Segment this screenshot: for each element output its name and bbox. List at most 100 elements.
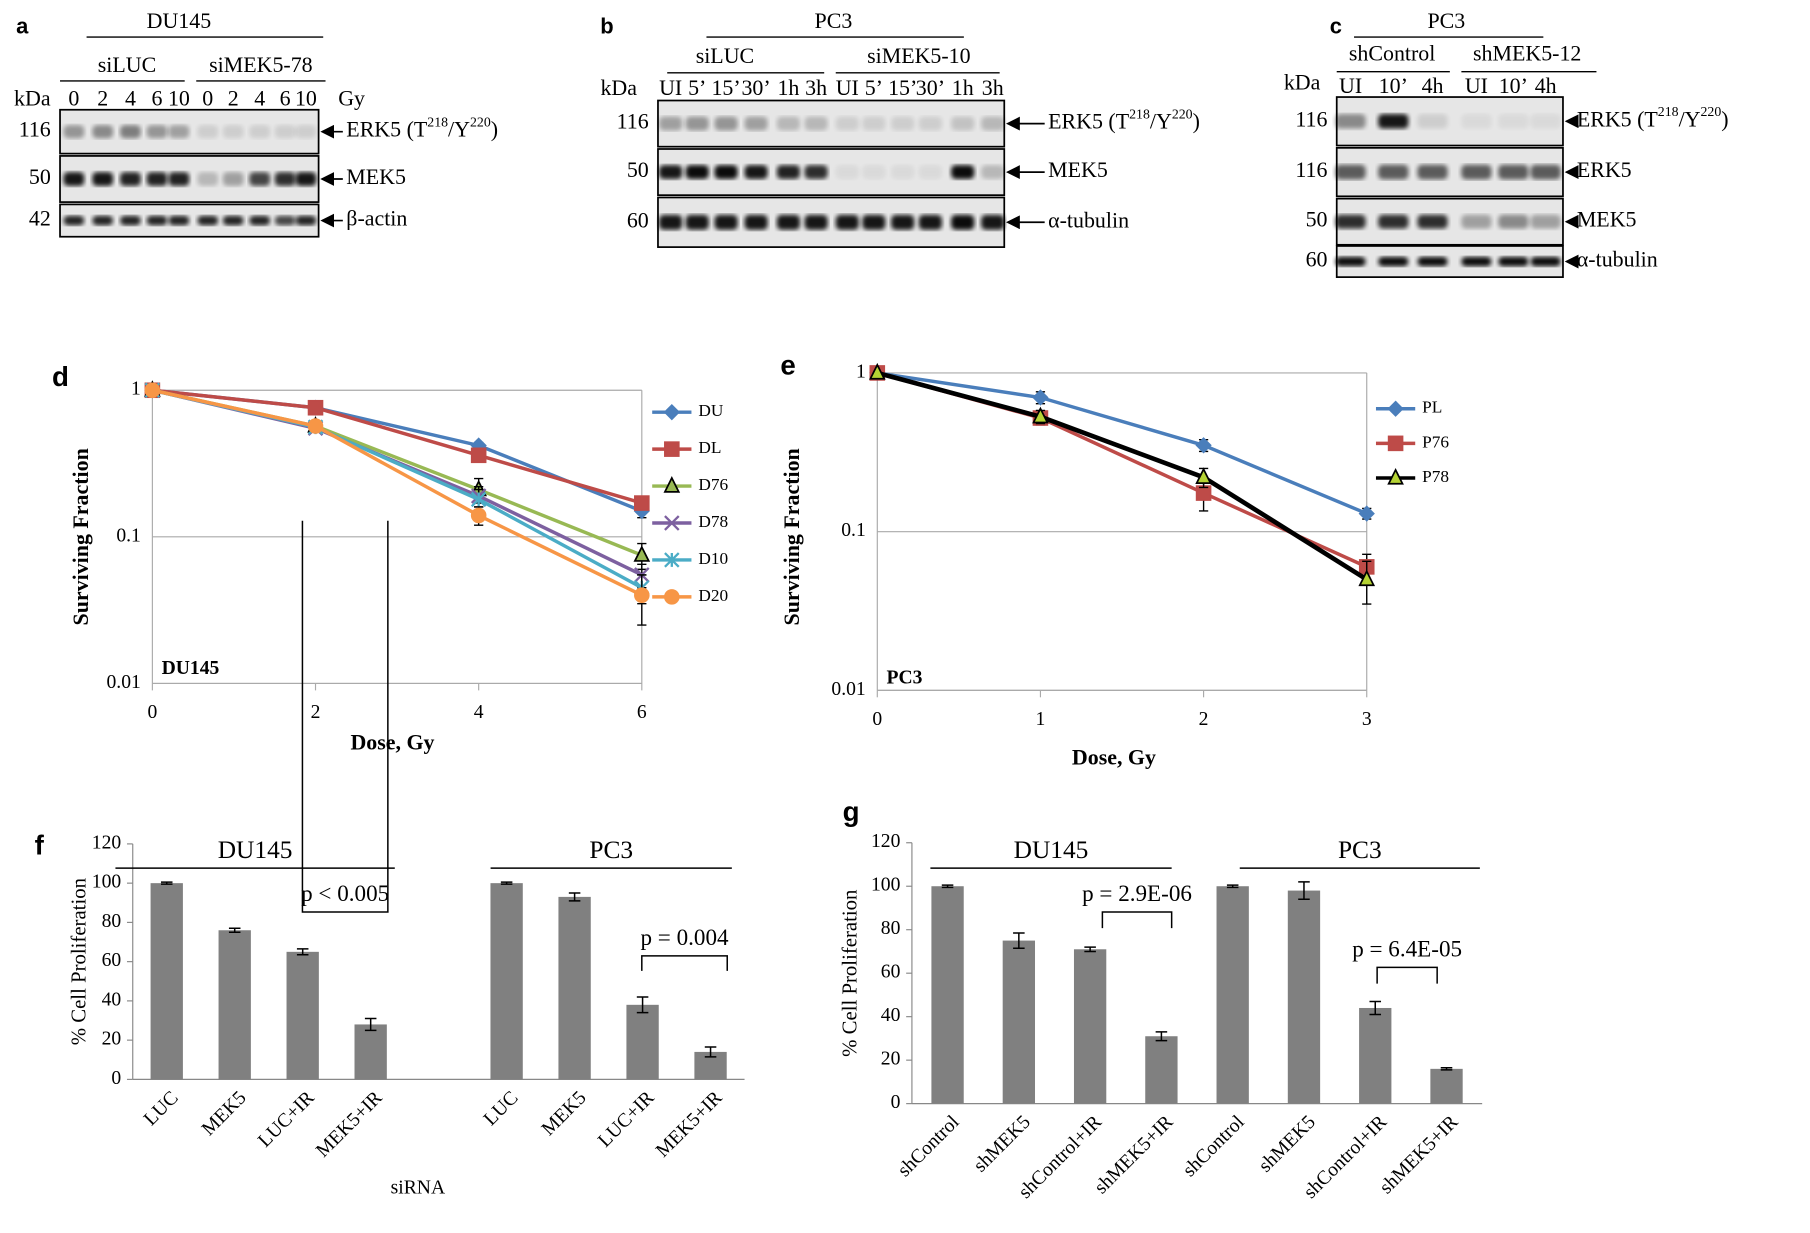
blot-band bbox=[804, 116, 828, 131]
group-label: PC3 bbox=[1338, 836, 1382, 864]
lane-label: 4 bbox=[254, 86, 265, 111]
x-tick-label: LUC+IR bbox=[594, 1087, 659, 1152]
error-bar bbox=[1440, 1067, 1453, 1071]
y-tick-label: 1 bbox=[131, 379, 141, 400]
kda-marker: 60 bbox=[1306, 247, 1328, 272]
lane-label: 6 bbox=[280, 86, 291, 111]
blot-band bbox=[862, 116, 886, 131]
error-bar bbox=[1013, 932, 1025, 949]
blot-band bbox=[981, 214, 1005, 230]
protein-label-part: 220 bbox=[1701, 104, 1722, 119]
blot-band bbox=[1530, 256, 1561, 267]
y-axis-title: Surviving Fraction bbox=[68, 448, 93, 625]
protein-label-part: ERK5 (T bbox=[1048, 109, 1130, 134]
blot-band bbox=[1378, 114, 1409, 129]
blot-band bbox=[295, 125, 317, 139]
marker bbox=[307, 399, 324, 416]
y-tick-label: 0.1 bbox=[841, 520, 866, 541]
marker bbox=[470, 507, 487, 524]
lane-label: 3h bbox=[805, 75, 827, 100]
x-tick-label: shMEK5 bbox=[1255, 1112, 1320, 1177]
blot-band bbox=[168, 172, 190, 186]
blot-band bbox=[197, 215, 219, 226]
y-tick-label: 120 bbox=[871, 831, 901, 852]
marker bbox=[1195, 467, 1212, 484]
blot-membrane bbox=[1335, 146, 1564, 198]
x-tick-label: LUC+IR bbox=[254, 1087, 319, 1152]
p-bracket bbox=[1376, 966, 1438, 984]
panel-letter: c bbox=[1330, 14, 1342, 39]
error-bar bbox=[704, 1046, 717, 1058]
blot-band bbox=[1335, 164, 1366, 180]
blot-band bbox=[918, 214, 942, 230]
y-tick-label: 60 bbox=[881, 962, 901, 983]
lane-label: 15’ bbox=[888, 75, 917, 100]
blot-band bbox=[951, 214, 975, 230]
blot-band bbox=[1498, 114, 1529, 129]
blot-band bbox=[981, 165, 1005, 180]
lane-label: 10’ bbox=[1499, 73, 1528, 98]
p-value: p = 2.9E-06 bbox=[1082, 880, 1192, 906]
x-tick-label: 2 bbox=[311, 702, 321, 723]
blot-band bbox=[1378, 164, 1409, 180]
blot-band bbox=[776, 116, 800, 131]
cell-line: PC3 bbox=[1427, 8, 1465, 33]
legend-label: D78 bbox=[698, 512, 728, 531]
blot-band bbox=[1417, 164, 1448, 180]
protein-label: MEK5 bbox=[1048, 157, 1108, 182]
y-axis-title: Surviving Fraction bbox=[779, 448, 804, 625]
protein-label-part: /Y bbox=[1150, 109, 1172, 134]
dose-unit: Gy bbox=[338, 86, 365, 111]
marker bbox=[1032, 389, 1049, 406]
blot-band bbox=[1461, 214, 1492, 229]
chart: f% Cell ProliferationsiRNA02040608010012… bbox=[35, 520, 745, 1199]
y-tick-label: 80 bbox=[102, 911, 122, 932]
bar bbox=[1359, 1007, 1392, 1104]
kda-marker: 42 bbox=[29, 206, 51, 231]
lane-label: 5’ bbox=[865, 75, 883, 100]
blot-band bbox=[120, 172, 141, 186]
blot-band bbox=[197, 172, 219, 186]
blot-band bbox=[744, 214, 768, 230]
protein-label-part: ERK5 (T bbox=[346, 117, 428, 142]
blot-band bbox=[1498, 164, 1529, 180]
legend-marker bbox=[664, 589, 680, 605]
group-label: siLUC bbox=[98, 52, 156, 77]
x-tick-label: MEK5+IR bbox=[312, 1087, 387, 1162]
annotation: DU145 bbox=[162, 658, 220, 679]
error-bar bbox=[636, 996, 649, 1014]
legend-marker bbox=[663, 404, 680, 421]
marker bbox=[633, 545, 651, 562]
error-bar bbox=[1084, 946, 1096, 953]
bar bbox=[218, 930, 251, 1080]
series-line bbox=[152, 388, 643, 557]
group-label: siMEK5-10 bbox=[867, 43, 971, 68]
blot-band bbox=[951, 165, 975, 180]
blot-band bbox=[168, 215, 190, 226]
kda-marker: 116 bbox=[1295, 106, 1327, 131]
group-label: siLUC bbox=[696, 43, 754, 68]
lane-label: 2 bbox=[97, 86, 108, 111]
blot-band bbox=[685, 214, 709, 230]
lane-label: 30’ bbox=[741, 75, 770, 100]
x-tick-label: MEK5 bbox=[198, 1087, 251, 1140]
blot-band bbox=[146, 172, 168, 186]
y-axis-title: % Cell Proliferation bbox=[68, 877, 91, 1045]
legend-label: D76 bbox=[698, 475, 728, 494]
kda-marker: 116 bbox=[1295, 157, 1327, 182]
protein-label-part: MEK5 bbox=[346, 164, 406, 189]
marker bbox=[1195, 485, 1212, 501]
blot-band bbox=[744, 116, 768, 131]
blot-membrane bbox=[1335, 96, 1564, 147]
group-label: DU145 bbox=[218, 836, 293, 864]
protein-label: ERK5 bbox=[1577, 157, 1632, 182]
protein-label-part: ) bbox=[1193, 109, 1200, 134]
protein-label: ERK5 (T218/Y220) bbox=[1577, 104, 1729, 131]
legend-label: DU bbox=[698, 401, 723, 420]
blot-band bbox=[1530, 214, 1561, 229]
blot-band bbox=[714, 165, 738, 180]
legend-marker bbox=[1387, 435, 1404, 452]
blot-band bbox=[1378, 214, 1409, 229]
blot-band bbox=[951, 116, 975, 131]
marker bbox=[470, 447, 487, 464]
